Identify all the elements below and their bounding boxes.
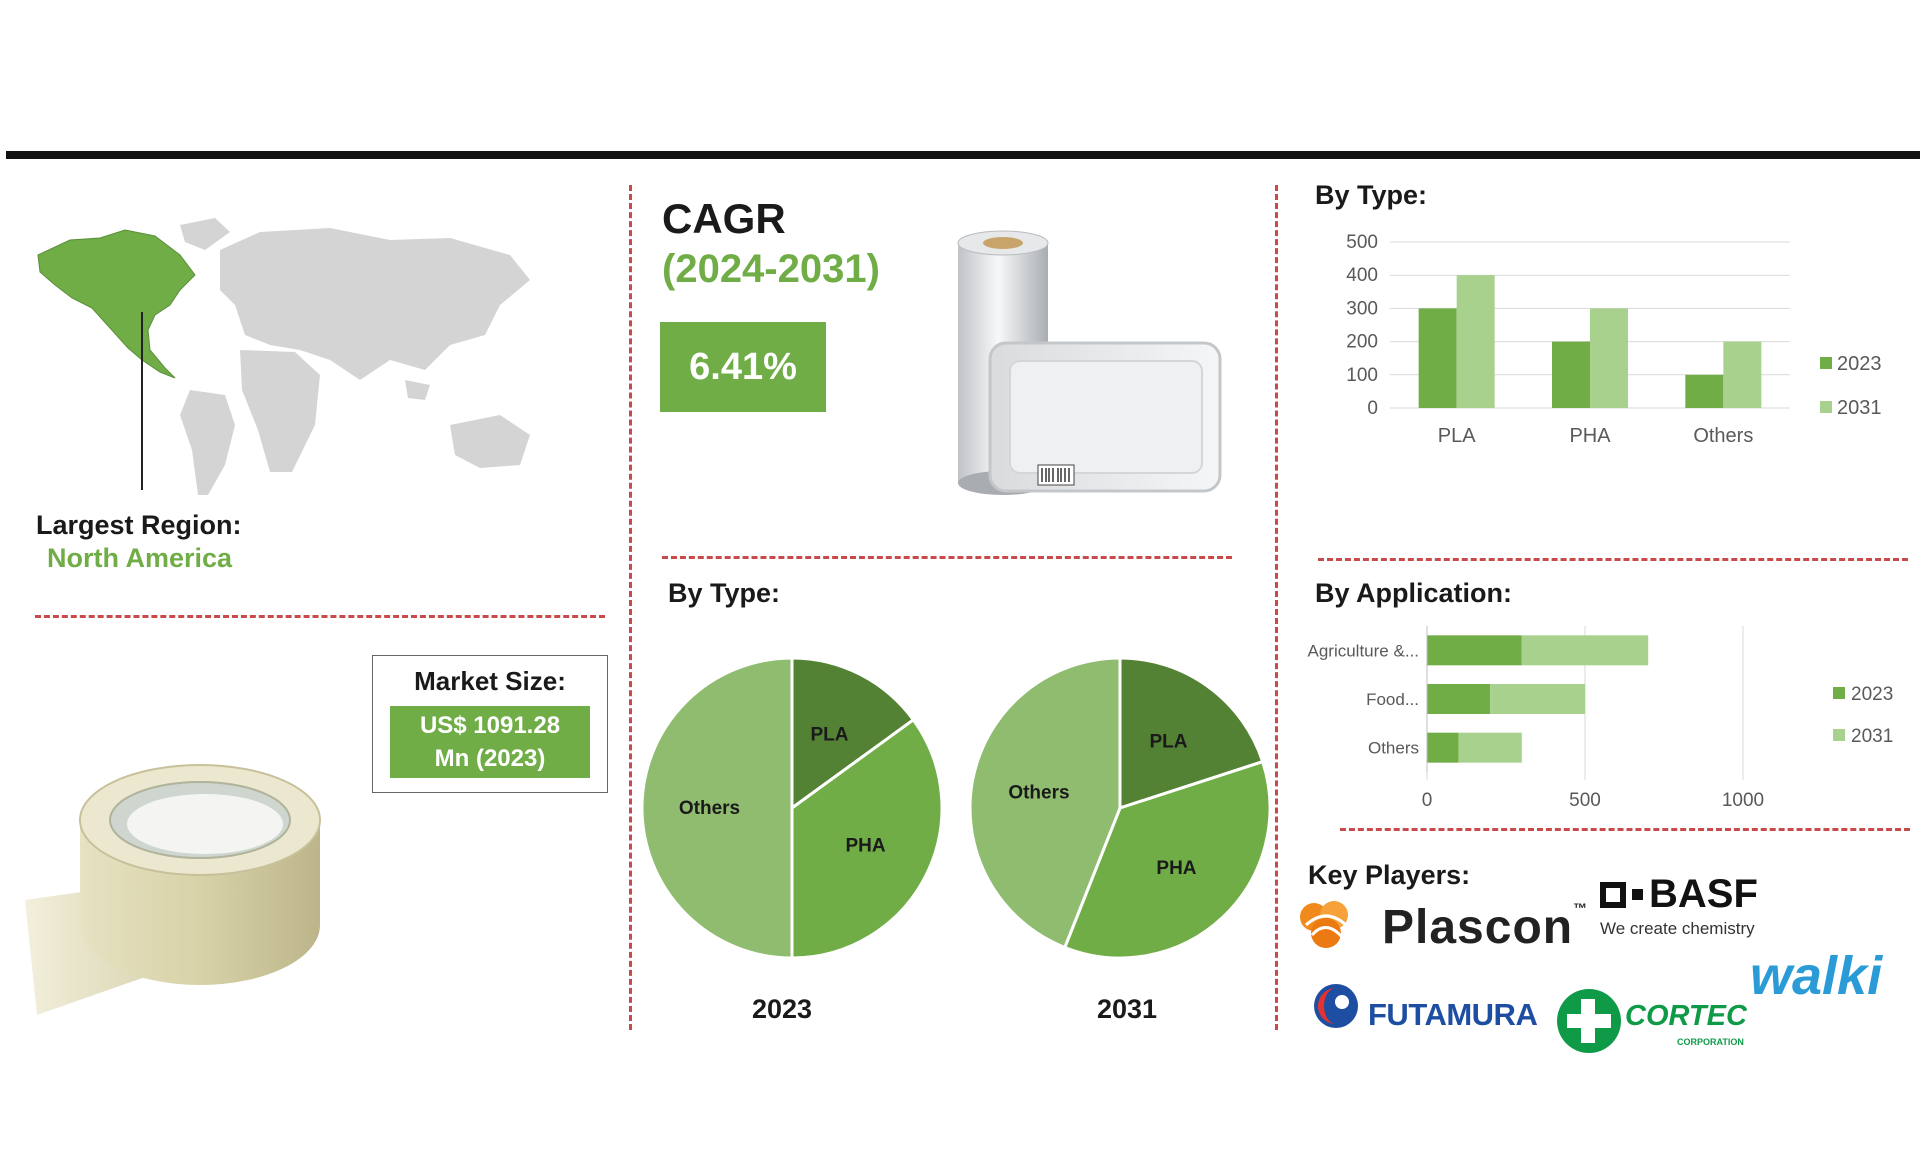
bar-chart-by-type: 0 100 200 300 400 500 PLA PHA Others 2023 2031	[1346, 232, 1882, 447]
pie-section-heading: By Type:	[668, 578, 781, 608]
tape-roll-icon	[25, 764, 321, 1015]
bar-pha-2023	[1552, 341, 1590, 408]
app-legend-label: 2031	[1851, 726, 1893, 747]
bar-legend-swatch-2023	[1820, 357, 1832, 369]
market-size-heading: Market Size:	[414, 666, 566, 696]
divider-left	[629, 185, 632, 1030]
plascon-logo: Plascon™	[1382, 900, 1588, 955]
bar-others-2031	[1723, 341, 1762, 408]
divider-app	[1340, 828, 1910, 831]
bar-xtick-label: Others	[1693, 425, 1753, 447]
app-legend-swatch-2023	[1833, 687, 1845, 699]
app-bar-1-2031	[1490, 684, 1585, 714]
pie-slice-pha	[790, 717, 944, 960]
cagr-period: (2024-2031)	[662, 247, 880, 291]
basf-text: BASF	[1649, 872, 1758, 916]
app-ytick-label: Others	[1368, 739, 1419, 758]
pie-slice-others	[968, 656, 1122, 950]
pie-charts: PLA PHA Others PLA PHA Others	[640, 656, 1272, 960]
bar-ytick-label: 300	[1346, 298, 1378, 319]
bar-legend-label: 2031	[1837, 397, 1882, 419]
app-bar-2-2031	[1458, 732, 1522, 763]
region-block: Largest Region: North America	[36, 510, 242, 574]
market-size-box: Market Size: US$ 1091.28 Mn (2023)	[372, 655, 608, 793]
pie-2023-label: 2023	[752, 994, 813, 1024]
bar-pla-2023	[1418, 308, 1457, 408]
bar-ytick-label: 200	[1346, 332, 1378, 353]
pie-label-pla: PLA	[810, 724, 848, 745]
divider-right	[1275, 185, 1278, 1030]
app-xtick-label: 500	[1569, 790, 1601, 811]
cortec-text: CORTEC	[1625, 1000, 1747, 1032]
bar-legend-swatch-2031	[1820, 401, 1832, 413]
app-bar-1-2023	[1427, 684, 1491, 714]
cortec-logo-icon	[1557, 989, 1621, 1053]
pie-label-pha: PHA	[1156, 858, 1196, 879]
bar-ytick-label: 400	[1346, 265, 1378, 286]
pie-chart-2023: PLA PHA Others	[640, 656, 944, 960]
divider-region	[35, 615, 605, 618]
pie-slice-pla	[790, 656, 916, 811]
app-legend-swatch-2031	[1833, 729, 1845, 741]
pie-label-pha: PHA	[845, 835, 885, 856]
divider-cagr	[662, 556, 1232, 559]
basf-logo: BASF We create chemistry	[1600, 872, 1758, 939]
bar-xtick-label: PLA	[1438, 425, 1476, 447]
cagr-value: 6.41%	[660, 322, 826, 412]
key-players-heading: Key Players:	[1308, 860, 1471, 890]
walki-logo: walki	[1750, 946, 1883, 1006]
app-bar-2-2023	[1427, 732, 1459, 763]
pie-slice-pla	[1118, 656, 1265, 811]
futamura-logo-icon	[1314, 984, 1358, 1028]
futamura-text: FUTAMURA	[1368, 997, 1538, 1032]
pie-label-others: Others	[679, 798, 740, 819]
region-value: North America	[47, 543, 233, 573]
app-legend-label: 2023	[1851, 684, 1893, 705]
film-roll-tray-icon	[957, 230, 1222, 495]
bar-ytick-label: 100	[1346, 365, 1378, 386]
region-heading: Largest Region:	[36, 510, 242, 540]
plascon-tm: ™	[1573, 900, 1589, 916]
cagr-heading: CAGR	[662, 195, 786, 242]
bar-xtick-label: PHA	[1569, 425, 1611, 447]
market-size-value: US$ 1091.28 Mn (2023)	[390, 706, 590, 778]
app-xtick-label: 1000	[1722, 790, 1764, 811]
basf-tagline: We create chemistry	[1600, 919, 1755, 938]
plascon-logo-icon	[1300, 901, 1348, 948]
bar-chart-by-application: 0 500 1000 Agriculture &... Food... Others 202…	[1308, 626, 1893, 811]
pie-2031-label: 2031	[1097, 994, 1158, 1024]
cortec-sub: CORPORATION	[1677, 1037, 1744, 1047]
app-xtick-label: 0	[1422, 790, 1433, 811]
bar-ytick-label: 500	[1346, 232, 1378, 253]
market-size-line2: Mn (2023)	[434, 745, 546, 772]
bar-pla-2031	[1456, 275, 1495, 408]
app-bar-0-2031	[1521, 635, 1649, 666]
pie-slice-others	[640, 656, 794, 960]
app-ytick-label: Food...	[1366, 690, 1419, 709]
pie-label-others: Others	[1008, 783, 1069, 804]
app-bar-0-2023	[1427, 635, 1522, 666]
plascon-text: Plascon	[1382, 901, 1574, 954]
pie-chart-2031: PLA PHA Others	[968, 656, 1272, 960]
market-size-line1: US$ 1091.28	[419, 712, 561, 739]
bar-pha-2031	[1590, 308, 1628, 408]
divider-bytype	[1318, 558, 1908, 561]
app-ytick-label: Agriculture &...	[1308, 641, 1420, 660]
top-rule	[6, 151, 1920, 159]
world-map-icon	[37, 218, 530, 495]
pie-slice-pha	[1062, 759, 1272, 960]
bar-ytick-label: 0	[1367, 398, 1378, 419]
app-section-heading: By Application:	[1315, 578, 1513, 608]
bar-others-2023	[1685, 374, 1724, 408]
pie-label-pla: PLA	[1149, 731, 1187, 752]
bar-section-heading: By Type:	[1315, 180, 1428, 210]
bar-legend-label: 2023	[1837, 353, 1882, 375]
